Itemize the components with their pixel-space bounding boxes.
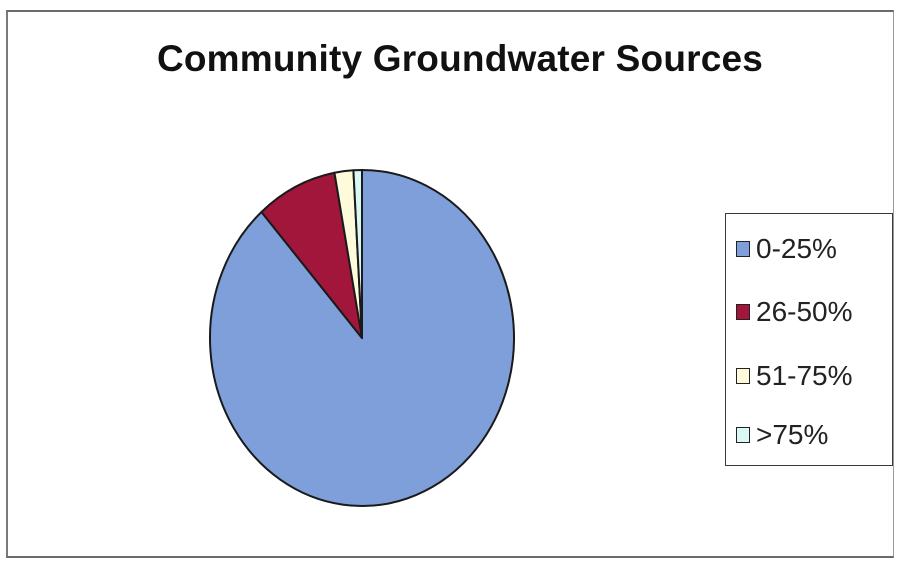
pie-slices bbox=[209, 169, 515, 507]
legend-label-over-75: >75% bbox=[756, 419, 829, 450]
chart-title: Community Groundwater Sources bbox=[156, 38, 764, 79]
legend-label-26-50: 26-50% bbox=[756, 296, 853, 327]
legend-swatch-0-25 bbox=[736, 241, 750, 257]
legend-item-over-75: >75% bbox=[736, 417, 828, 453]
pie-slice-26-50 bbox=[260, 171, 363, 339]
legend: 0-25% 26-50% 51-75% >75% bbox=[725, 213, 893, 466]
legend-label-0-25: 0-25% bbox=[756, 233, 837, 264]
legend-swatch-over-75 bbox=[736, 427, 750, 443]
legend-swatch-26-50 bbox=[736, 304, 750, 320]
pie-slice-over-75 bbox=[352, 169, 363, 339]
legend-label-51-75: 51-75% bbox=[756, 360, 853, 391]
legend-item-26-50: 26-50% bbox=[736, 294, 853, 330]
legend-swatch-51-75 bbox=[736, 368, 750, 384]
legend-item-51-75: 51-75% bbox=[736, 358, 853, 394]
legend-item-0-25: 0-25% bbox=[736, 231, 837, 267]
